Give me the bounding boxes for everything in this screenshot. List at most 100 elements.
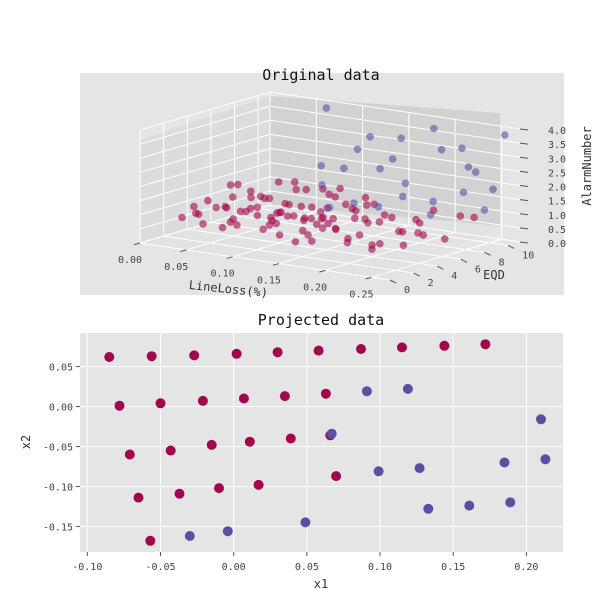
z-tick-label: 2.0	[548, 183, 566, 194]
data-point-3d	[274, 178, 283, 186]
data-point-3d	[318, 224, 327, 232]
grid-line	[371, 238, 502, 278]
data-point-3d	[319, 213, 328, 222]
data-point-3d	[229, 193, 237, 201]
data-point-2d	[300, 517, 311, 528]
z-tick-label: 0.5	[548, 225, 566, 236]
y-tick-label: 10	[522, 250, 534, 261]
data-point-2d	[206, 439, 217, 450]
data-point-3d	[350, 199, 358, 207]
data-point-2d	[397, 342, 407, 353]
grid-line	[269, 91, 521, 130]
x-tick-label: 0.25	[349, 289, 373, 300]
data-point-3d	[199, 220, 207, 228]
plot3d-zlabel: AlarmNumber	[580, 126, 594, 205]
data-point-3d	[302, 185, 311, 194]
data-point-3d	[340, 164, 348, 173]
grid-line	[269, 190, 521, 229]
data-point-3d	[253, 211, 262, 220]
y-tick-label: 0	[404, 285, 410, 296]
z-tick-label: 2.5	[548, 168, 566, 179]
z-ticks-3d: 0.0 0.5 1.0 1.5 2.0 2.5 3.0 3.5 4.0	[519, 126, 566, 250]
data-point-3d	[471, 168, 480, 176]
data-point-3d	[318, 181, 326, 189]
data-point-3d	[317, 162, 326, 170]
data-point-2d	[174, 488, 185, 499]
grid-3d	[139, 91, 521, 281]
z-tick-label: 0.0	[548, 239, 566, 250]
z-tick-mark	[519, 128, 529, 131]
data-point-2d	[373, 466, 384, 477]
y-tick-mark	[460, 258, 468, 263]
x-tick-label: 0.00	[222, 562, 246, 573]
data-point-3d	[380, 211, 389, 219]
y-tick-label: -0.05	[43, 442, 73, 453]
data-point-3d	[192, 209, 200, 217]
data-point-3d	[375, 218, 384, 226]
data-point-3d	[304, 231, 312, 239]
z-tick-mark	[519, 142, 529, 145]
data-point-3d	[366, 133, 374, 141]
data-point-3d	[226, 218, 235, 226]
plot3d-title: Original data	[262, 66, 379, 84]
x-tick-mark	[133, 242, 141, 246]
x-ticks-3d: 0.00 0.05 0.10 0.15 0.20 0.25	[118, 242, 374, 300]
data-point-3d	[247, 187, 255, 196]
data-point-3d	[190, 202, 198, 211]
plot2d-xlabel: x1	[314, 577, 328, 591]
data-point-3d	[342, 200, 350, 209]
y-tick-label: -0.15	[43, 522, 73, 533]
data-point-2d	[253, 479, 264, 490]
data-point-3d	[458, 144, 466, 152]
data-point-3d	[291, 238, 300, 246]
y-tick-label: 2	[428, 278, 434, 289]
data-point-3d	[376, 164, 384, 173]
x-tick-mark	[272, 263, 280, 266]
x-tick-label: 0.15	[257, 276, 281, 287]
data-point-3d	[419, 231, 428, 239]
data-point-3d	[437, 145, 446, 154]
x-tick-mark	[180, 249, 187, 253]
grid-line	[269, 162, 521, 201]
data-point-2d	[439, 340, 450, 351]
y-tick-mark	[484, 251, 491, 256]
x-ticks-2d: -0.10 -0.05 0.00 0.05 0.10 0.15 0.20	[72, 552, 538, 573]
data-point-3d	[464, 163, 473, 171]
z-tick-label: 1.0	[548, 211, 566, 222]
plot2d-background	[80, 333, 563, 552]
data-point-2d	[165, 445, 176, 456]
x-tick-label: 0.10	[211, 269, 235, 280]
data-point-3d	[456, 212, 465, 220]
data-point-3d	[233, 221, 241, 229]
data-point-2d	[124, 449, 135, 460]
data-point-2d	[320, 388, 331, 399]
z-tick-label: 3.0	[548, 154, 566, 165]
data-point-3d	[247, 193, 255, 202]
y-tick-label: 8	[499, 257, 505, 268]
plot2d-ylabel: x2	[19, 435, 33, 449]
grid-line	[139, 148, 271, 187]
data-point-2d	[244, 436, 255, 447]
x-tick-label: 0.10	[368, 562, 392, 573]
data-point-2d	[197, 395, 208, 406]
data-point-2d	[155, 398, 166, 409]
data-point-3d	[329, 214, 338, 223]
data-point-3d	[308, 203, 316, 211]
grid-line	[210, 221, 461, 260]
x-tick-label: 0.00	[118, 255, 142, 266]
z-tick-label: 4.0	[548, 126, 566, 137]
data-point-3d	[307, 214, 316, 223]
y-ticks-3d: 0 2 4 6 8 10	[389, 245, 534, 296]
data-point-2d	[214, 483, 224, 494]
grid-line	[269, 148, 521, 186]
data-point-3d	[325, 190, 333, 199]
y-tick-label: 4	[451, 271, 457, 282]
data-point-3d	[388, 213, 396, 222]
data-point-2d	[133, 492, 144, 503]
data-point-3d	[324, 219, 332, 228]
data-point-3d	[218, 223, 227, 232]
data-point-2d	[114, 400, 125, 411]
pane-left	[140, 96, 270, 243]
data-point-2d	[285, 433, 296, 444]
data-point-3d	[399, 241, 408, 250]
